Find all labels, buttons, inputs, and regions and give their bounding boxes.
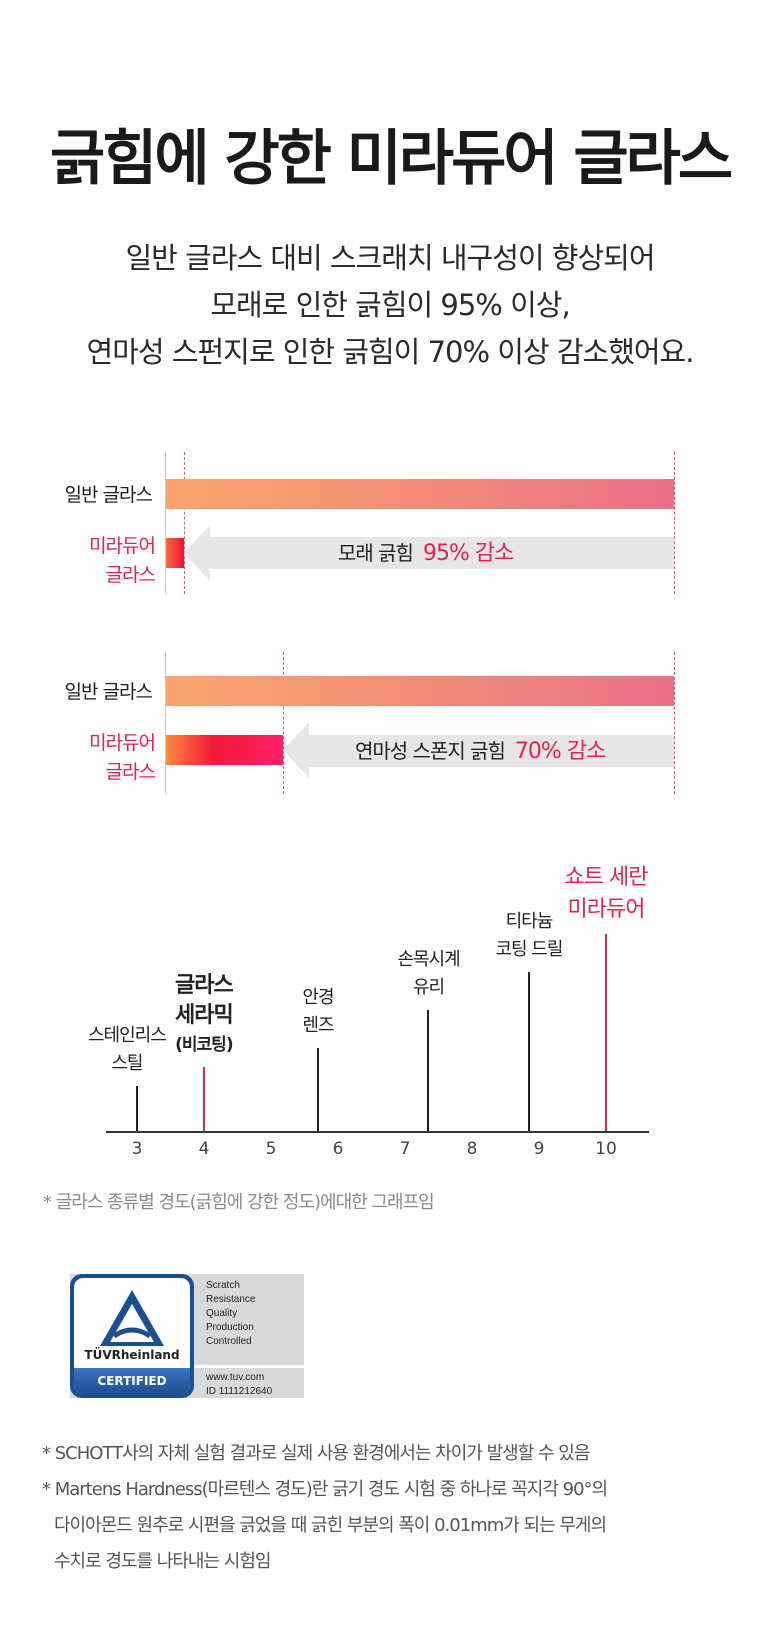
footnote-3: 다이아몬드 원추로 시편을 긁었을 때 긁힌 부분의 폭이 0.01mm가 되는… <box>54 1515 607 1536</box>
hardness-label-line: 쇼트 세란 <box>564 865 649 890</box>
footnote-1: * SCHOTT사의 자체 실험 결과로 실제 사용 환경에서는 차이가 발생할… <box>42 1443 590 1464</box>
footnotes: * SCHOTT사의 자체 실험 결과로 실제 사용 환경에서는 차이가 발생할… <box>42 1436 608 1580</box>
tick-label-4: 4 <box>198 1139 210 1159</box>
miradur-label-line-1: 미라듀어 <box>89 535 156 557</box>
hardness-label-line: 렌즈 <box>302 1015 334 1036</box>
tuv-side-line: Resistance <box>206 1294 256 1305</box>
reduction-cause: 모래 긁힘 <box>338 541 414 565</box>
tuv-logo: TÜVRheinland CERTIFIED <box>70 1274 194 1398</box>
reduction-arrow-head <box>283 722 309 778</box>
tuv-badge-white-strip <box>194 1365 304 1368</box>
subtitle: 일반 글라스 대비 스크래치 내구성이 향상되어 모래로 인한 긁힘이 95% … <box>0 235 780 376</box>
comparison-chart-sponge: 일반 글라스 미라듀어 글라스 연마성 스폰지 긁힘 70% 감소 <box>0 652 780 797</box>
hardness-line <box>203 1067 205 1131</box>
hardness-line <box>527 972 530 1131</box>
axis-line <box>165 652 166 794</box>
reduction-text: 모래 긁힘 95% 감소 <box>338 537 514 569</box>
tuv-contact: www.tuv.com ID 1111212640 <box>206 1371 272 1399</box>
comparison-chart-sand: 일반 글라스 미라듀어 글라스 모래 긁힘 95% 감소 <box>0 452 780 597</box>
hardness-label-line: 스테인리스 <box>88 1025 167 1046</box>
mira-end-marker <box>184 452 185 594</box>
hardness-label-line: 미라듀어 <box>567 897 646 922</box>
tuv-id: ID 1111212640 <box>206 1386 273 1397</box>
normal-glass-bar <box>166 479 674 509</box>
hardness-label-sub: (비코팅) <box>175 1035 233 1055</box>
reduction-arrow-head <box>184 525 210 581</box>
miradur-label-line-2: 글라스 <box>105 564 156 586</box>
hardness-label-line: 유리 <box>413 977 445 998</box>
tuv-side-line: Quality <box>206 1308 238 1319</box>
hardness-label-line: 글라스 <box>175 973 234 998</box>
hardness-label-line: 손목시계 <box>397 949 460 970</box>
tuv-triangle-icon <box>100 1290 164 1346</box>
reduction-text: 연마성 스폰지 긁힘 70% 감소 <box>355 735 606 767</box>
miradur-glass-label: 미라듀어 글라스 <box>45 729 156 787</box>
hardness-line <box>427 1010 430 1131</box>
tick-label-5: 5 <box>265 1139 277 1159</box>
tuv-url: www.tuv.com <box>206 1372 265 1383</box>
tuv-side-line: Controlled <box>206 1336 252 1347</box>
tuv-side-line: Production <box>206 1322 254 1333</box>
tick-label-3: 3 <box>131 1139 143 1159</box>
tuv-side-text: Scratch Resistance Quality Production Co… <box>206 1279 255 1349</box>
footnote-2: * Martens Hardness(마르텐스 경도)란 긁기 경도 시험 중 … <box>42 1479 608 1500</box>
miradur-glass-bar <box>166 735 283 765</box>
normal-glass-label: 일반 글라스 <box>64 484 153 506</box>
chart-note: * 글라스 종류별 경도(긁힘에 강한 정도)에대한 그래프임 <box>43 1192 435 1213</box>
normal-glass-label: 일반 글라스 <box>64 681 153 703</box>
hardness-line <box>605 934 607 1131</box>
reduction-arrow-body <box>208 537 674 569</box>
subtitle-line-2: 모래로 인한 긁힘이 95% 이상, <box>210 288 570 322</box>
normal-end-marker <box>674 652 675 794</box>
tuv-side-line: Scratch <box>206 1280 240 1291</box>
hardness-label-line: 티타늄 <box>505 911 554 932</box>
axis-line <box>165 452 166 594</box>
reduction-arrow-body <box>307 735 674 767</box>
hardness-label-line: 스틸 <box>111 1053 143 1074</box>
tick-label-8: 8 <box>466 1139 478 1159</box>
miradur-label-line-2: 글라스 <box>105 761 156 783</box>
hardness-line <box>316 1048 319 1131</box>
tick-label-7: 7 <box>399 1139 411 1159</box>
hardness-line <box>136 1086 138 1131</box>
tick-label-6: 6 <box>332 1139 344 1159</box>
miradur-label-line-1: 미라듀어 <box>89 732 156 754</box>
normal-end-marker <box>674 452 675 594</box>
footnote-4: 수치로 경도를 나타내는 시험임 <box>54 1551 271 1572</box>
miradur-glass-bar <box>166 538 184 568</box>
reduction-cause: 연마성 스폰지 긁힘 <box>355 739 506 763</box>
tuv-certified: CERTIFIED <box>74 1368 190 1394</box>
normal-glass-bar <box>166 676 674 706</box>
subtitle-line-3: 연마성 스펀지로 인한 긁힘이 70% 이상 감소했어요. <box>86 335 695 369</box>
hardness-label-line: 안경 <box>302 987 334 1008</box>
miradur-glass-label: 미라듀어 글라스 <box>45 532 156 590</box>
tick-label-9: 9 <box>533 1139 545 1159</box>
x-axis <box>106 1131 649 1133</box>
tuv-brand: TÜVRheinland <box>84 1348 180 1362</box>
hardness-label-line: 코팅 드릴 <box>495 939 563 960</box>
tick-label-10: 10 <box>595 1139 617 1159</box>
subtitle-line-1: 일반 글라스 대비 스크래치 내구성이 향상되어 <box>125 241 655 275</box>
page-title: 긁힘에 강한 미라듀어 글라스 <box>49 124 733 194</box>
reduction-percent: 95% 감소 <box>422 541 514 566</box>
hardness-label-line: 세라믹 <box>175 1003 234 1028</box>
reduction-percent: 70% 감소 <box>514 739 606 764</box>
